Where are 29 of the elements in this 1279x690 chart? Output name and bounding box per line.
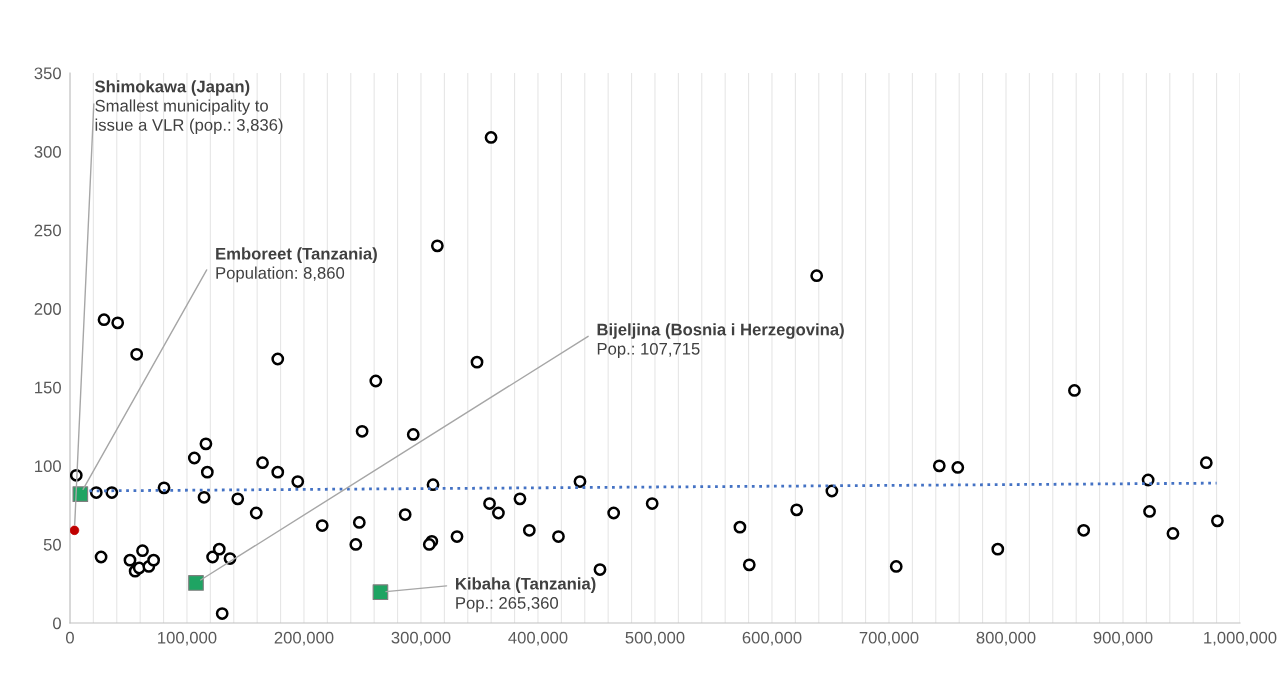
x-tick-label: 600,000 <box>742 631 802 646</box>
y-tick-label: 150 <box>35 381 61 394</box>
x-tick-label: 0 <box>65 631 74 644</box>
x-tick-label: 100,000 <box>158 631 217 646</box>
x-tick-label: 900,000 <box>1093 631 1153 646</box>
annotation: Population: 8,860 <box>216 266 345 283</box>
annotation: Pop.: 265,360 <box>456 597 559 613</box>
y-tick-label: 0 <box>53 617 61 630</box>
x-tick-label: 500,000 <box>625 631 685 646</box>
x-tick-label: 800,000 <box>976 631 1036 646</box>
x-tick-label: 400,000 <box>508 631 568 646</box>
x-tick-label: 1,000,000 <box>1204 631 1277 646</box>
x-tick-label: 700,000 <box>859 631 919 646</box>
x-tick-label: 200,000 <box>274 631 334 646</box>
annotation: Shimokawa (Japan) <box>95 80 250 96</box>
annotation: Emboreet (Tanzania) <box>216 247 377 263</box>
y-tick-label: 250 <box>34 224 61 237</box>
annotation: Pop.: 107,715 <box>597 342 700 359</box>
y-tick-label: 50 <box>43 538 61 551</box>
annotation: Smallest municipality to issue a VLR (pop.: 3,836) <box>95 99 283 135</box>
annotation: Bijeljina (Bosnia i Herzegovina) <box>597 323 844 339</box>
y-tick-label: 200 <box>34 303 61 315</box>
point <box>188 575 204 591</box>
point <box>372 584 389 601</box>
annotation: Kibaha (Tanzania) <box>456 577 596 593</box>
y-tick-label: 100 <box>35 460 61 473</box>
y-tick-label: 300 <box>34 145 61 158</box>
x-tick-label: 300,000 <box>391 631 451 646</box>
y-tick-label: 350 <box>34 67 61 80</box>
